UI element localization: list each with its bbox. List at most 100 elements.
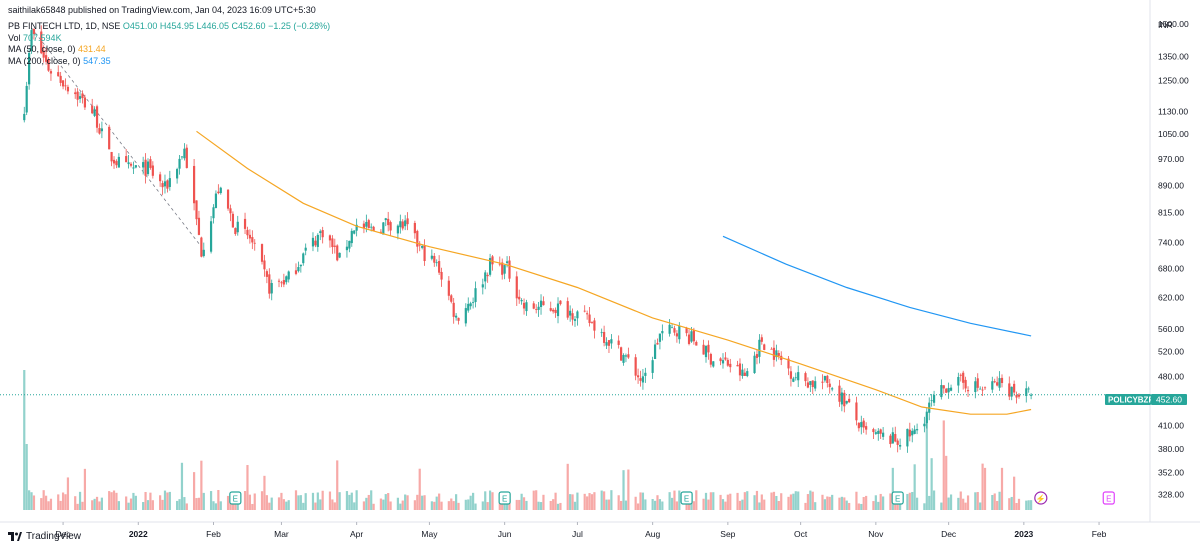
candle-body (639, 378, 642, 381)
volume-bar (263, 475, 266, 510)
candle-body (670, 327, 674, 329)
trendline-annotation (31, 27, 202, 247)
candle-body (209, 221, 213, 252)
volume-bar (981, 463, 984, 510)
time-axis[interactable]: Dec 2022 Feb Mar Apr May Jun Jul Aug Sep Oct Nov Dec… (56, 522, 1107, 539)
volume-bar (348, 494, 351, 510)
volume-bar (127, 502, 130, 510)
legend-ma200-row: MA (200, close, 0) 547.35 (8, 56, 330, 68)
volume-value: 707.594K (23, 32, 62, 43)
dividend-event-icon[interactable]: ⚡ (1034, 491, 1048, 505)
volume-bar (746, 491, 749, 510)
volume-bar (605, 499, 608, 510)
candle-body (583, 310, 586, 312)
volume-bar (183, 497, 186, 510)
candle-body (379, 231, 383, 233)
price-axis[interactable]: 1500.00 1350.00 1250.00 1130.00 1050.00 970.0… (1158, 19, 1189, 500)
volume-label[interactable]: Vol (8, 32, 21, 43)
volume-bar (98, 501, 101, 510)
y-tick-label: 970.00 (1158, 154, 1184, 164)
volume-bar (464, 499, 467, 510)
candle-body (401, 221, 404, 229)
candle-body (423, 245, 426, 262)
candle-body (556, 303, 560, 317)
candle-body (925, 411, 928, 424)
candle-body (823, 376, 826, 381)
candle-body (263, 260, 266, 270)
x-tick-label: Oct (794, 529, 808, 539)
candle-body (40, 31, 43, 54)
currency-label: INR (1158, 20, 1173, 30)
candle-body (554, 309, 557, 314)
candle-body (1010, 386, 1013, 397)
volume-bar (979, 502, 982, 510)
candle-body (197, 217, 201, 235)
candle-body (787, 358, 790, 369)
volume-bar (998, 491, 1001, 510)
y-tick-label: 410.00 (1158, 420, 1184, 430)
volume-bar (687, 500, 691, 510)
volume-bar (949, 494, 953, 510)
volume-bar (889, 493, 892, 510)
volume-bar (401, 500, 404, 510)
volume-bar (860, 503, 863, 510)
candle-body (915, 429, 919, 431)
volume-bar (908, 492, 911, 510)
volume-bar (299, 495, 302, 510)
candle-body (176, 169, 179, 179)
tradingview-footer[interactable]: TradingView (8, 531, 81, 542)
candle-body (673, 328, 676, 333)
ma200-label[interactable]: MA (200, close, 0) (8, 55, 81, 66)
candle-body (396, 225, 399, 234)
candle-body (200, 237, 203, 257)
volume-bar (996, 500, 999, 510)
symbol-name[interactable]: PB FINTECH LTD, 1D, NSE (8, 21, 121, 31)
volume-bar (345, 491, 349, 510)
earnings-event-icon[interactable]: E (229, 491, 242, 505)
candle-body (270, 283, 273, 294)
y-tick-label: 680.00 (1158, 264, 1184, 274)
candle-body (957, 376, 960, 386)
volume-bar (940, 502, 943, 510)
candle-body (501, 262, 504, 275)
volume-bar (661, 501, 664, 510)
candle-body (144, 159, 147, 176)
candle-body (311, 237, 315, 247)
candle-body (651, 360, 654, 373)
candle-body (76, 91, 79, 100)
candle-body (491, 256, 494, 265)
volume-bar (758, 502, 761, 510)
candle-body (619, 347, 623, 361)
volume-bar (993, 493, 996, 510)
candle-body (467, 303, 470, 311)
volume-bar (525, 500, 528, 510)
earnings-event-icon[interactable]: E (498, 491, 511, 505)
volume-bar (634, 496, 637, 510)
earnings-event-icon[interactable]: E (680, 491, 693, 505)
earnings-event-icon[interactable]: E (1102, 491, 1115, 505)
candle-body (627, 354, 630, 358)
volume-bar (472, 492, 475, 510)
volume-bar (59, 500, 62, 510)
candle-body (129, 163, 133, 166)
volume-bar (983, 467, 987, 510)
candle-body (367, 220, 370, 229)
candle-body (66, 86, 70, 92)
candle-body (32, 28, 36, 35)
volume-bar (821, 494, 824, 510)
y-tick-label: 520.00 (1158, 347, 1184, 357)
candle-body (23, 113, 26, 121)
volume-bar (792, 493, 795, 510)
earnings-event-icon[interactable]: E (891, 491, 904, 505)
ma50-label[interactable]: MA (50, close, 0) (8, 44, 76, 54)
x-tick-label: Apr (350, 529, 363, 539)
candle-body (993, 381, 996, 383)
candle-body (435, 262, 438, 264)
y-tick-label: 1250.00 (1158, 75, 1189, 85)
volume-bar (202, 492, 205, 510)
volume-bar (814, 502, 817, 510)
volume-bar (297, 495, 300, 510)
candle-body (889, 435, 892, 445)
x-tick-label: Jul (572, 529, 583, 539)
